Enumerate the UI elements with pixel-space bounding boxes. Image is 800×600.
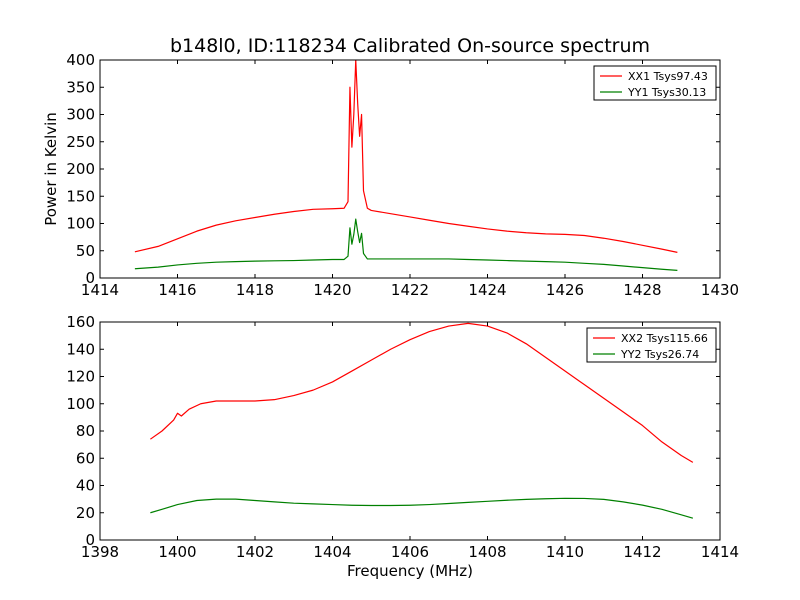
bottom-y-tick-label: 40 [76,477,95,495]
top-x-tick-label: 1424 [468,281,506,299]
top-chart-title: b148l0, ID:118234 Calibrated On-source s… [170,35,650,57]
bottom-y-tick-label: 120 [66,368,95,386]
bottom-x-tick-label: 1406 [391,543,429,561]
top-legend-label-1: XX1 Tsys97.43 [628,70,708,83]
bottom-y-tick-label: 160 [66,313,95,331]
bottom-x-tick-label: 1398 [81,543,119,561]
top-y-tick-label: 0 [85,269,95,287]
top-legend-box [593,65,717,101]
bottom-x-tick-label: 1400 [158,543,196,561]
top-chart-ylabel: Power in Kelvin [42,112,60,226]
top-y-tick-label: 350 [66,78,95,96]
top-chart: 1414 1416 1418 1420 1422 1424 1426 1428 1430 0 50 1… [66,51,739,299]
bottom-x-tick-label: 1410 [546,543,584,561]
top-y-tick-label: 200 [66,160,95,178]
bottom-chart: 1398 1400 1402 1404 1406 1408 1410 1412 1414 0 20 4… [66,313,739,561]
bottom-chart-xlabel: Frequency (MHz) [347,562,473,580]
bottom-y-tick-label: 60 [76,449,95,467]
top-legend: XX1 Tsys97.43 YY1 Tsys30.13 [593,65,717,101]
bottom-y-tick-label: 100 [66,395,95,413]
top-series-line-2 [134,218,678,271]
top-x-tick-label: 1430 [701,281,739,299]
top-y-tick-label: 400 [66,51,95,69]
bottom-y-tick-label: 80 [76,422,95,440]
bottom-x-tick-label: 1412 [623,543,661,561]
bottom-x-tick-label: 1402 [236,543,274,561]
top-y-tick-label: 300 [66,106,95,124]
top-legend-label-2: YY1 Tsys30.13 [627,86,706,99]
bottom-legend-label-1: XX2 Tsys115.66 [621,332,708,345]
top-x-tick-label: 1426 [546,281,584,299]
bottom-legend-label-2: YY2 Tsys26.74 [620,348,699,361]
top-series-line-1 [134,60,678,253]
bottom-y-tick-label: 20 [76,504,95,522]
top-x-tick-label: 1414 [81,281,119,299]
top-x-tick-label: 1420 [313,281,351,299]
top-x-tick-label: 1428 [623,281,661,299]
top-y-tick-label: 150 [66,187,95,205]
bottom-legend: XX2 Tsys115.66 YY2 Tsys26.74 [586,327,717,363]
top-y-tick-label: 100 [66,215,95,233]
top-x-tick-label: 1418 [236,281,274,299]
bottom-x-tick-label: 1414 [701,543,739,561]
top-y-tick-label: 50 [76,242,95,260]
bottom-y-tick-label: 140 [66,340,95,358]
top-y-tick-label: 250 [66,133,95,151]
bottom-legend-box [586,327,717,363]
top-x-tick-label: 1422 [391,281,429,299]
bottom-y-tick-label: 0 [85,531,95,549]
bottom-x-tick-label: 1404 [313,543,351,561]
bottom-x-tick-label: 1408 [468,543,506,561]
top-x-tick-label: 1416 [158,281,196,299]
bottom-series-line-2 [150,497,694,519]
bottom-series-line-1 [150,322,694,463]
